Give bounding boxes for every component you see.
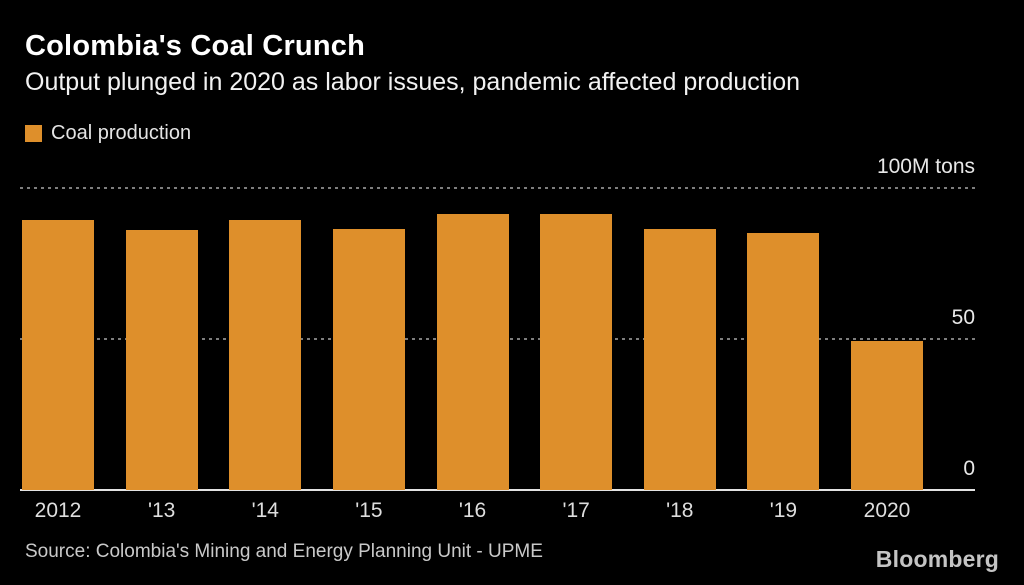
- chart-subtitle: Output plunged in 2020 as labor issues, …: [25, 68, 801, 96]
- bar-2012: [22, 220, 94, 490]
- bar-15: [332, 229, 405, 490]
- bar-2020: [851, 341, 923, 490]
- source-note: Source: Colombia's Mining and Energy Pla…: [25, 541, 543, 562]
- x-tick-label-19: '19: [769, 499, 798, 522]
- x-tick-label-14: '14: [251, 499, 279, 522]
- bar-16: [436, 214, 509, 490]
- bar-18: [643, 229, 716, 490]
- x-axis-line: [20, 489, 975, 491]
- bar-17: [540, 214, 613, 490]
- x-axis-labels: 2012 '13 '14 '15 '16 '17 '18 '19 2020: [22, 499, 923, 523]
- bar-13: [125, 230, 198, 490]
- x-tick-label-18: '18: [666, 499, 694, 522]
- y-tick-label-100: 100M tons: [876, 155, 975, 178]
- x-tick-label-2012: 2012: [34, 499, 82, 522]
- chart-title: Colombia's Coal Crunch: [25, 30, 365, 62]
- bar-19: [747, 233, 820, 490]
- x-tick-label-15: '15: [355, 499, 383, 522]
- bar-14: [229, 220, 302, 490]
- x-tick-label-13: '13: [147, 499, 176, 522]
- legend: Coal production: [25, 122, 191, 145]
- legend-swatch-icon: [25, 125, 42, 142]
- bloomberg-logo: Bloomberg: [875, 546, 999, 572]
- x-tick-label-16: '16: [458, 499, 487, 522]
- x-tick-label-2020: 2020: [863, 499, 911, 522]
- y-tick-label-50: 50: [951, 306, 975, 329]
- y-tick-label-0: 0: [963, 457, 975, 480]
- gridline-100: [20, 187, 975, 189]
- legend-label: Coal production: [51, 122, 192, 144]
- bars-group: [22, 188, 923, 490]
- x-tick-label-17: '17: [562, 499, 590, 522]
